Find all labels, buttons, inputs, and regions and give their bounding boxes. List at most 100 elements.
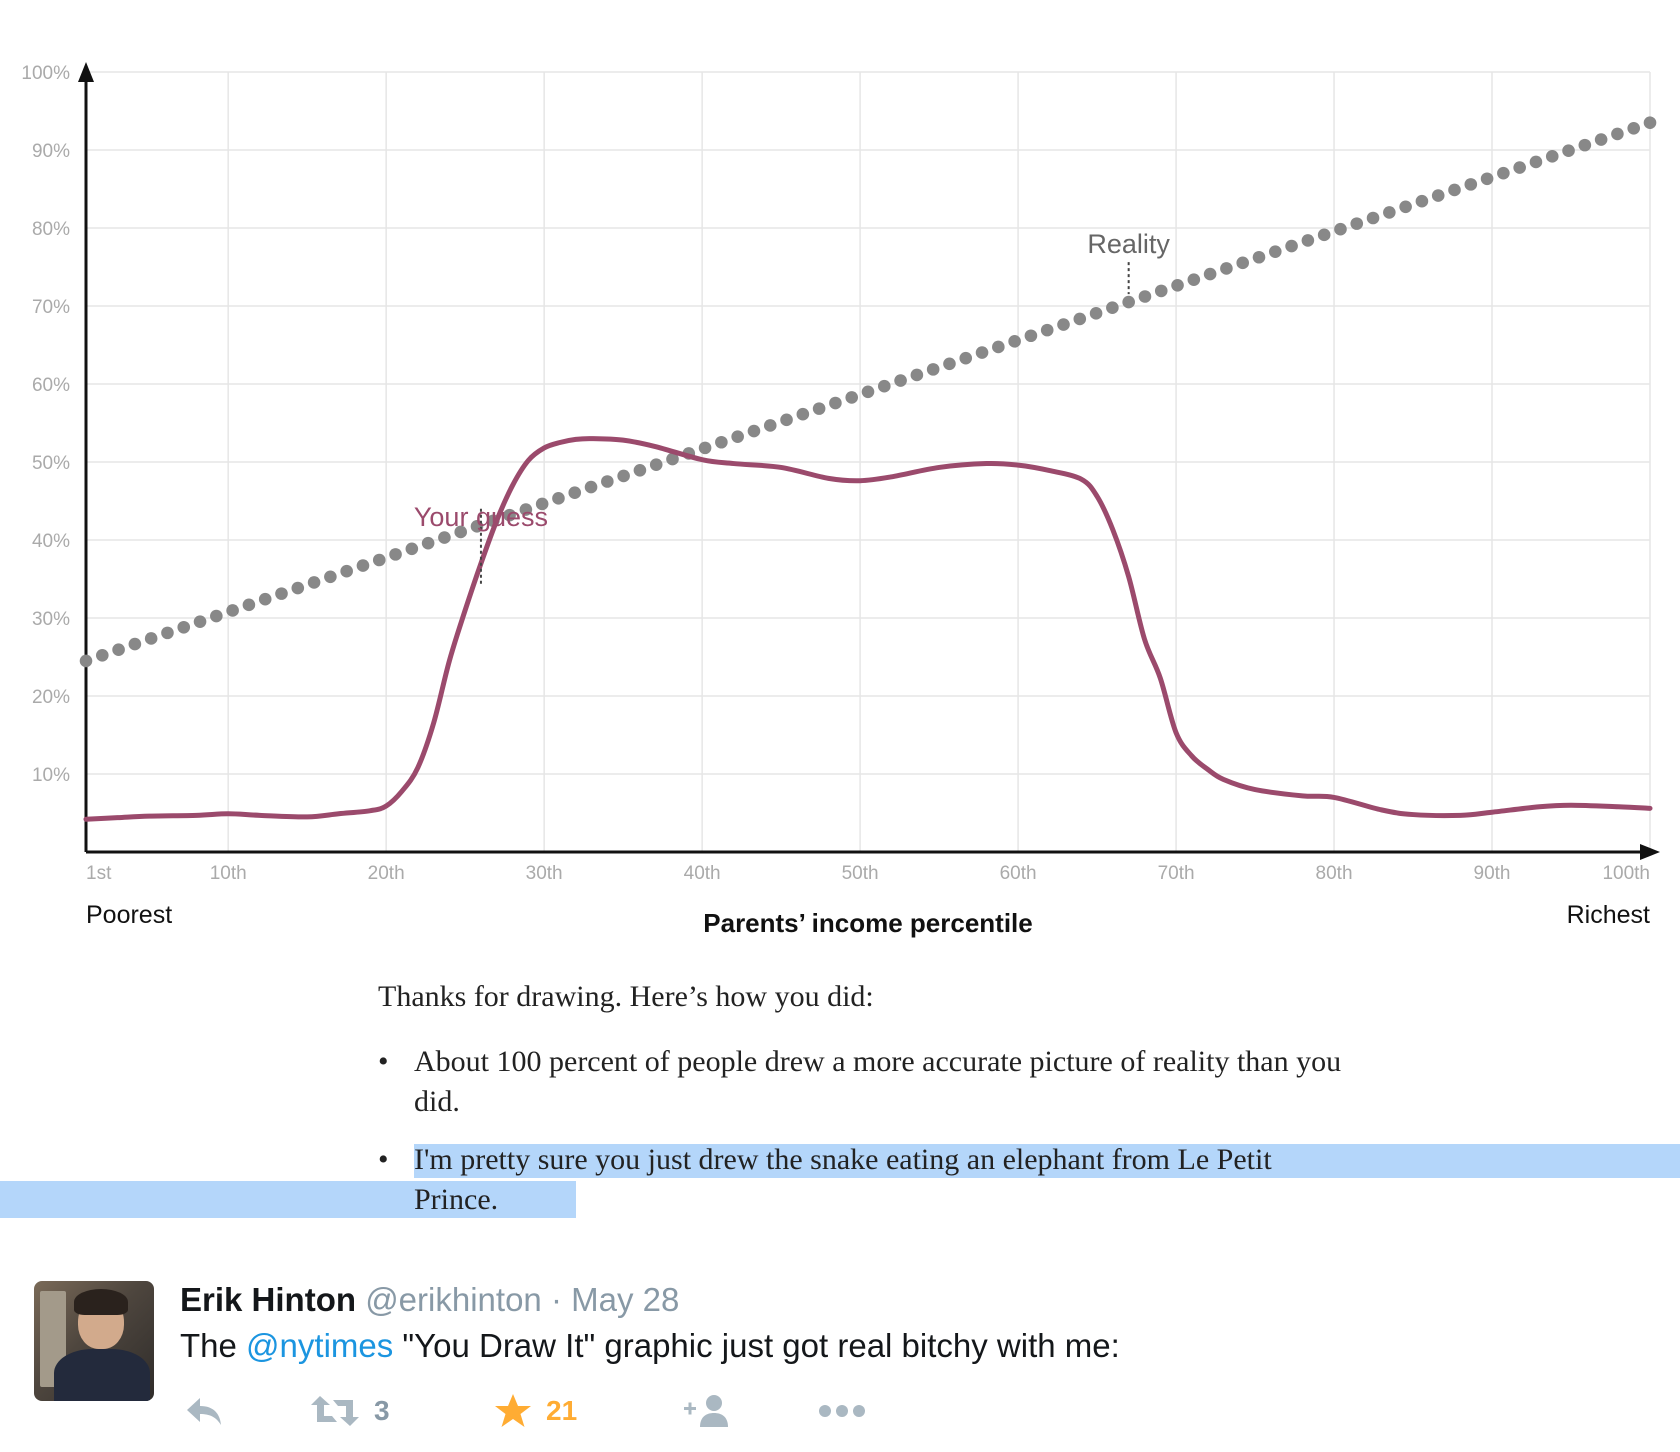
reality-dot: [307, 576, 321, 589]
reality-dot: [1383, 206, 1396, 219]
reality-dot: [666, 452, 679, 466]
reality-dot: [1236, 256, 1250, 270]
x-tick-label: 100th: [1602, 863, 1650, 884]
x-tick-label: 50th: [842, 863, 879, 884]
text-selection-highlight: [414, 1144, 1680, 1178]
reality-dot: [959, 351, 973, 365]
chart-axes: [78, 62, 1660, 860]
avatar[interactable]: [34, 1281, 154, 1401]
reality-dot: [1171, 278, 1184, 292]
avatar-body: [54, 1349, 150, 1401]
tweet-text: The @nytimes "You Draw It" graphic just …: [180, 1327, 1120, 1365]
y-tick-label: 90%: [32, 141, 70, 162]
reality-dot: [210, 609, 223, 623]
tweet-date[interactable]: May 28: [571, 1281, 680, 1318]
chart-grid: [86, 71, 1651, 852]
reality-dot: [649, 458, 663, 471]
y-tick-label: 10%: [32, 765, 70, 786]
series-layer: [79, 116, 1657, 822]
reality-dot: [552, 492, 565, 505]
y-tick-labels: 10% 20% 30% 40% 50% 60% 70% 80% 90% 100%: [21, 63, 70, 786]
tweet-text-before: The: [180, 1327, 247, 1364]
reality-dot: [1431, 189, 1445, 202]
x-tick-labels: 1st 10th 20th 30th 40th 50th 60th 70th 80th 90th 1…: [86, 863, 1650, 884]
reality-dot: [1040, 323, 1054, 337]
reality-dot: [845, 391, 859, 404]
reality-dot: [291, 581, 305, 595]
reality-dot: [421, 536, 435, 550]
user-name[interactable]: Erik Hinton: [180, 1281, 357, 1318]
reply-button[interactable]: [184, 1391, 224, 1431]
feedback-item-text-selected[interactable]: I'm pretty sure you just drew the snake …: [414, 1143, 1272, 1216]
reality-dot: [1008, 335, 1021, 348]
x-tick-label: 80th: [1316, 863, 1353, 884]
tweet-text-after: "You Draw It" graphic just got real bitc…: [393, 1327, 1120, 1364]
reality-dot: [258, 592, 272, 606]
reality-dot: [796, 407, 810, 421]
y-tick-label: 20%: [32, 687, 70, 708]
reality-dot: [324, 570, 337, 584]
reality-dot: [1024, 329, 1038, 343]
reality-dot: [812, 402, 826, 415]
reality-dot: [1529, 155, 1543, 169]
retweet-button[interactable]: 3: [310, 1391, 390, 1431]
y-tick-label: 30%: [32, 609, 70, 630]
reality-dot: [1578, 138, 1592, 152]
your-guess-label: Your guess: [414, 502, 548, 532]
like-count: 21: [546, 1395, 578, 1426]
reality-dot: [177, 620, 191, 634]
y-tick-label: 80%: [32, 219, 70, 240]
feedback-intro: Thanks for drawing. Here’s how you did:: [378, 980, 874, 1013]
reality-dot: [356, 559, 370, 572]
reality-dot: [894, 374, 907, 387]
reality-dot: [340, 564, 353, 578]
reality-dot: [242, 598, 256, 612]
reality-dot: [1220, 262, 1233, 275]
reality-dot: [438, 531, 451, 544]
reality-dot: [1350, 217, 1364, 230]
reality-dot: [829, 396, 842, 410]
x-tick-label: 1st: [86, 863, 112, 884]
reality-dot: [1513, 161, 1526, 174]
follow-button[interactable]: [684, 1391, 732, 1431]
reality-dot: [1497, 166, 1510, 180]
reality-dot: [1643, 116, 1657, 129]
retweet-count: 3: [374, 1395, 390, 1426]
reality-dot: [95, 648, 109, 662]
reality-dot: [161, 626, 174, 640]
y-tick-label: 60%: [32, 375, 70, 396]
reality-dot: [405, 542, 419, 556]
more-icon: [819, 1405, 865, 1417]
reality-dot: [601, 475, 614, 488]
reality-dot: [926, 363, 940, 376]
reality-dot: [1268, 245, 1282, 258]
user-handle[interactable]: @erikhinton: [365, 1281, 542, 1318]
like-star-icon: [495, 1394, 531, 1427]
reality-dot: [1415, 194, 1429, 208]
reality-dot: [1106, 301, 1119, 315]
x-tick-label: 90th: [1474, 863, 1511, 884]
reply-icon: [187, 1398, 221, 1425]
more-button[interactable]: [818, 1391, 866, 1431]
x-tick-label: 60th: [1000, 863, 1037, 884]
annotation-layer: Reality Your guess: [414, 229, 1170, 587]
reality-dot: [1545, 150, 1559, 163]
reality-dot: [454, 525, 468, 539]
y-tick-label: 50%: [32, 453, 70, 474]
like-button[interactable]: 21: [494, 1391, 577, 1431]
reality-label: Reality: [1087, 229, 1170, 259]
reality-dot: [568, 486, 582, 500]
reality-dot: [1611, 127, 1624, 141]
reality-dot: [1594, 133, 1608, 146]
reality-dot: [1464, 178, 1478, 191]
y-tick-label: 40%: [32, 531, 70, 552]
reality-dot: [1122, 295, 1135, 309]
reality-dot: [144, 632, 158, 645]
mention-link[interactable]: @nytimes: [246, 1327, 394, 1364]
y-axis-arrow: [78, 62, 94, 82]
reality-dot: [1317, 228, 1331, 242]
reality-dot: [275, 587, 288, 600]
reality-dot: [1562, 144, 1575, 158]
reality-dot: [1073, 312, 1087, 326]
reality-dot: [780, 413, 793, 427]
